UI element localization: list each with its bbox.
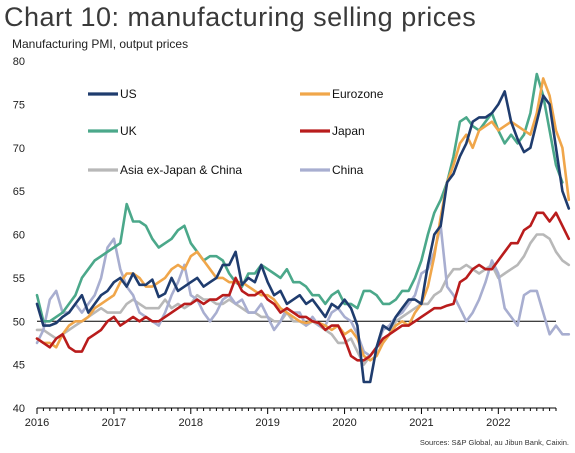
y-tick-label: 60 bbox=[13, 230, 25, 242]
y-tick-label: 40 bbox=[13, 403, 25, 415]
series-line-eurozone bbox=[35, 77, 571, 362]
y-tick-label: 50 bbox=[13, 316, 25, 328]
x-tick-label: 2019 bbox=[255, 417, 279, 429]
x-tick-label: 2017 bbox=[102, 417, 126, 429]
legend-label-japan: Japan bbox=[332, 124, 365, 138]
series-line-japan bbox=[35, 211, 571, 362]
x-tick-label: 2018 bbox=[179, 417, 203, 429]
x-tick-label: 2021 bbox=[409, 417, 433, 429]
legend-label-uk: UK bbox=[120, 124, 137, 138]
series-lines bbox=[35, 72, 571, 384]
y-tick-label: 80 bbox=[13, 56, 25, 68]
y-tick-label: 70 bbox=[13, 143, 25, 155]
x-tick-label: 2016 bbox=[25, 417, 49, 429]
legend-label-eurozone: Eurozone bbox=[332, 87, 384, 101]
series-line-uk bbox=[35, 72, 564, 323]
source-note: Sources: S&P Global, au Jibun Bank, Caix… bbox=[419, 438, 569, 447]
series-line-us bbox=[35, 90, 571, 384]
x-tick-label: 2022 bbox=[486, 417, 510, 429]
y-tick-label: 45 bbox=[13, 360, 25, 372]
y-tick-label: 65 bbox=[13, 186, 25, 198]
chart-title: Chart 10: manufacturing selling prices bbox=[4, 2, 477, 32]
y-tick-label: 55 bbox=[13, 273, 25, 285]
axes: 40 45 50 55 60 65 70 75 80 2016 2017 2018 2019 2020 20… bbox=[13, 56, 557, 429]
legend-label-asia-ex-japan-china: Asia ex-Japan & China bbox=[120, 163, 242, 177]
x-tick-label: 2020 bbox=[332, 417, 356, 429]
legend-label-china: China bbox=[332, 163, 364, 177]
y-tick-label: 75 bbox=[13, 99, 25, 111]
legend: US Eurozone UK Japan Asia ex-Japan & China Ch… bbox=[88, 87, 384, 177]
chart-subtitle: Manufacturing PMI, output prices bbox=[12, 37, 189, 51]
legend-label-us: US bbox=[120, 87, 137, 101]
